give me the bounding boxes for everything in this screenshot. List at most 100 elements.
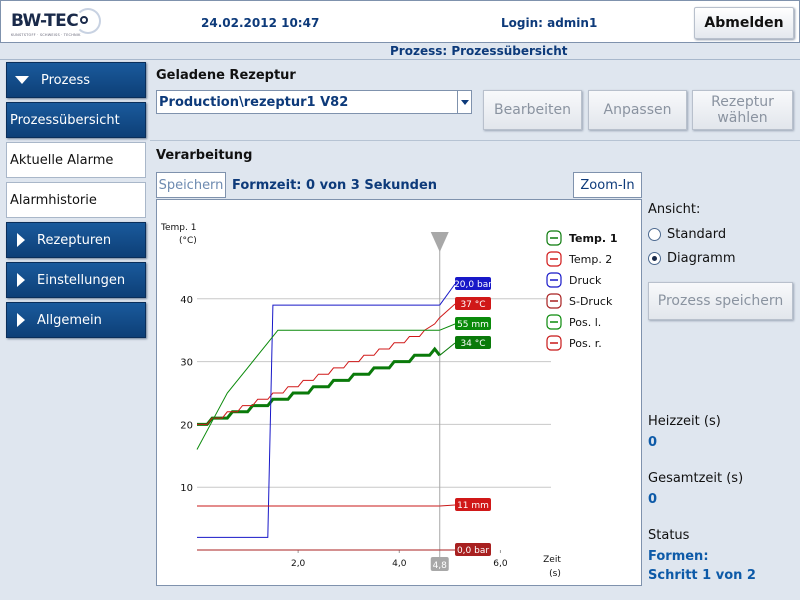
legend-entry: Pos. l. bbox=[569, 316, 601, 329]
end-label-badge bbox=[455, 297, 491, 310]
choose-recipe-label-1: Rezeptur bbox=[711, 94, 774, 110]
zoom-in-label: Zoom-In bbox=[580, 177, 635, 193]
sidebar-item-label: Aktuelle Alarme bbox=[10, 152, 114, 168]
legend-entry: Temp. 2 bbox=[568, 253, 612, 266]
form-time-status: Formzeit: 0 von 3 Sekunden bbox=[232, 178, 438, 193]
y-axis-unit: (°C) bbox=[179, 236, 197, 246]
logo-dot-icon bbox=[80, 16, 88, 24]
adjust-button[interactable]: Anpassen bbox=[588, 90, 687, 130]
radio-diagram-icon[interactable] bbox=[648, 252, 661, 265]
end-label-text: 37 °C bbox=[460, 300, 485, 310]
end-label-connector bbox=[439, 303, 456, 319]
sidebar-item-aktuelle-alarme[interactable]: Aktuelle Alarme bbox=[6, 142, 146, 178]
header-datetime: 24.02.2012 10:47 bbox=[201, 16, 320, 30]
legend-entry: S-Druck bbox=[569, 295, 613, 308]
logout-button[interactable]: Abmelden bbox=[694, 7, 794, 39]
sidebar-item-einstellungen[interactable]: Einstellungen bbox=[6, 262, 146, 298]
end-label-text: 34 °C bbox=[460, 339, 485, 349]
x-tick-label: 2,0 bbox=[291, 559, 306, 569]
save-process-label: Prozess speichern bbox=[657, 293, 784, 309]
sidebar-item-label: Allgemein bbox=[37, 312, 102, 328]
legend-entry: Druck bbox=[569, 274, 602, 287]
end-label-badge bbox=[455, 317, 491, 330]
x-tick-label: 4,0 bbox=[392, 559, 407, 569]
legend-entry: Temp. 1 bbox=[569, 232, 618, 245]
recipe-section-label: Geladene Rezeptur bbox=[156, 68, 296, 83]
section-divider bbox=[150, 140, 800, 141]
cursor-time-label: 4,8 bbox=[433, 561, 448, 571]
page-title: Prozess: Prozessübersicht bbox=[390, 44, 568, 58]
sidebar-item-label: Prozessübersicht bbox=[10, 112, 120, 128]
recipe-select[interactable]: Production\rezeptur1 V82 bbox=[156, 90, 472, 114]
logo-text: BW-TEC bbox=[11, 11, 79, 31]
series-line-1 bbox=[197, 317, 441, 425]
y-tick-label: 10 bbox=[180, 483, 193, 494]
end-label-connector bbox=[439, 323, 456, 331]
series-line-4 bbox=[196, 329, 440, 450]
sidebar-item-label: Einstellungen bbox=[37, 272, 126, 288]
radio-diagram-label: Diagramm bbox=[667, 251, 736, 266]
x-tick-label: 6,0 bbox=[493, 559, 508, 569]
logo-ring-icon bbox=[75, 8, 101, 34]
brand-logo: BW-TEC KUNSTSTOFF · SCHWEISS · TECHNIK bbox=[11, 7, 101, 41]
chevron-right-icon bbox=[17, 273, 25, 287]
chart-svg: 10 20 30 40 2,0 4,0 6,0 Temp. 1 (°C) Zeit (s) 4,8 2… bbox=[160, 223, 618, 579]
sidebar-item-label: Prozess bbox=[41, 72, 90, 88]
x-axis-label: Zeit bbox=[543, 555, 561, 565]
y-tick-label: 20 bbox=[180, 420, 193, 431]
end-label-connector bbox=[439, 283, 456, 306]
end-label-connector bbox=[439, 342, 456, 356]
y-axis-label: Temp. 1 bbox=[160, 223, 196, 233]
choose-recipe-button[interactable]: Rezeptur wählen bbox=[692, 90, 793, 130]
app-header: BW-TEC KUNSTSTOFF · SCHWEISS · TECHNIK 2… bbox=[0, 0, 800, 43]
header-login: Login: admin1 bbox=[501, 16, 598, 30]
status-label: Status bbox=[648, 528, 690, 543]
end-label-text: 0,0 bar bbox=[457, 546, 489, 556]
radio-standard[interactable]: Standard bbox=[648, 227, 726, 242]
sidebar-item-alarmhistorie[interactable]: Alarmhistorie bbox=[6, 182, 146, 218]
radio-standard-label: Standard bbox=[667, 227, 727, 242]
save-button[interactable]: Speichern bbox=[156, 172, 226, 198]
sidebar-item-prozessuebersicht[interactable]: Prozessübersicht bbox=[6, 102, 146, 138]
end-label-text: 55 mm bbox=[457, 320, 489, 330]
legend-entry: Pos. r. bbox=[569, 337, 602, 350]
chevron-down-icon bbox=[15, 76, 29, 84]
sidebar-item-allgemein[interactable]: Allgemein bbox=[6, 302, 146, 338]
recipe-select-value: Production\rezeptur1 V82 bbox=[159, 95, 349, 110]
gesamtzeit-value: 0 bbox=[648, 492, 658, 507]
end-label-text: 20,0 bar bbox=[454, 280, 492, 290]
radio-standard-icon[interactable] bbox=[648, 228, 661, 241]
processing-section-label: Verarbeitung bbox=[156, 148, 253, 163]
y-tick-label: 40 bbox=[180, 295, 193, 306]
choose-recipe-label-2: wählen bbox=[717, 110, 768, 126]
save-process-button[interactable]: Prozess speichern bbox=[648, 282, 793, 320]
status-value-2: Schritt 1 von 2 bbox=[648, 568, 756, 583]
adjust-button-label: Anpassen bbox=[603, 102, 672, 118]
end-label-text: 11 mm bbox=[457, 501, 489, 511]
heizzeit-label: Heizzeit (s) bbox=[648, 414, 721, 429]
title-bar: Prozess: Prozessübersicht bbox=[0, 43, 800, 60]
end-label-badge bbox=[455, 336, 491, 349]
x-axis-unit: (s) bbox=[549, 569, 561, 579]
heizzeit-value: 0 bbox=[648, 435, 658, 450]
process-chart: 10 20 30 40 2,0 4,0 6,0 Temp. 1 (°C) Zeit (s) 4,8 2… bbox=[156, 199, 642, 586]
end-label-badge bbox=[455, 277, 491, 290]
sidebar-item-label: Rezepturen bbox=[37, 232, 112, 248]
dropdown-arrow-icon[interactable] bbox=[457, 91, 471, 113]
save-button-label: Speichern bbox=[158, 177, 224, 193]
zoom-in-button[interactable]: Zoom-In bbox=[573, 172, 642, 198]
series-line-2 bbox=[197, 304, 440, 538]
time-cursor-marker-icon bbox=[430, 232, 449, 252]
sidebar-item-rezepturen[interactable]: Rezepturen bbox=[6, 222, 146, 258]
sidebar-item-prozess[interactable]: Prozess bbox=[6, 62, 146, 98]
edit-button-label: Bearbeiten bbox=[494, 102, 571, 118]
end-label-badge bbox=[455, 498, 491, 511]
logo-subtext: KUNSTSTOFF · SCHWEISS · TECHNIK bbox=[11, 33, 81, 37]
radio-diagram[interactable]: Diagramm bbox=[648, 251, 735, 266]
chevron-right-icon bbox=[17, 313, 25, 327]
edit-button[interactable]: Bearbeiten bbox=[483, 90, 582, 130]
end-label-badge bbox=[455, 543, 491, 556]
y-tick-label: 30 bbox=[180, 358, 193, 369]
cursor-time-badge bbox=[430, 557, 449, 571]
sidebar-item-label: Alarmhistorie bbox=[10, 192, 97, 208]
